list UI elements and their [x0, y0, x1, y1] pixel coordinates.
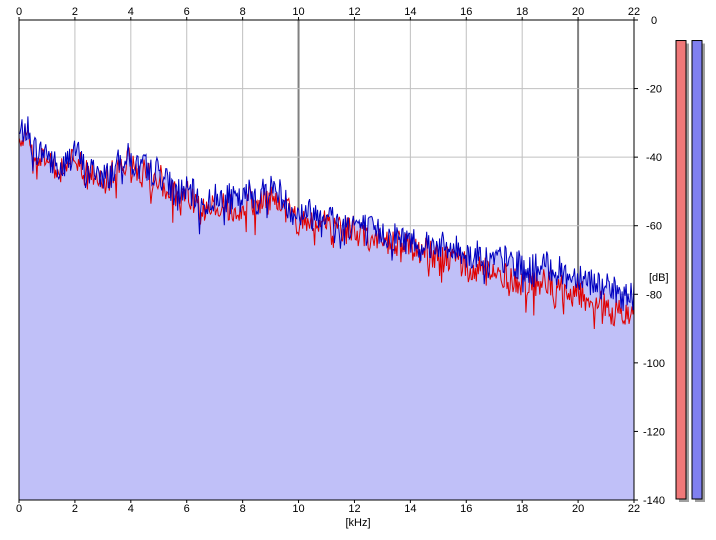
x-tick-label-bottom: 0	[16, 503, 22, 515]
y-tick-label: -40	[646, 152, 662, 164]
y-axis-label: [dB]	[649, 272, 669, 284]
y-tick-label: -60	[646, 221, 662, 233]
plot-frame	[18, 19, 635, 501]
x-tick-label-bottom: 12	[348, 503, 360, 515]
x-axis-label: [kHz]	[345, 517, 370, 529]
level-meter-bar	[675, 40, 687, 500]
x-tick-label-top: 0	[16, 6, 22, 18]
x-tick-label-top: 20	[572, 6, 584, 18]
y-tick-label: -20	[646, 84, 662, 96]
plot-border	[18, 19, 635, 501]
y-tick-label: -80	[646, 289, 662, 301]
y-tick-label: -100	[643, 358, 665, 370]
y-tick-label: -140	[643, 495, 665, 507]
x-tick-label-top: 2	[72, 6, 78, 18]
x-tick-label-bottom: 4	[128, 503, 134, 515]
x-tick-label-top: 6	[184, 6, 190, 18]
y-ticks-right: 0 -20 -40 -60 -80 -100 -120 -140	[634, 15, 665, 507]
level-meters	[675, 40, 705, 503]
x-tick-label-top: 22	[628, 6, 640, 18]
x-tick-label-bottom: 20	[572, 503, 584, 515]
x-tick-label-top: 14	[404, 6, 416, 18]
x-tick-label-bottom: 14	[404, 503, 416, 515]
x-ticks-top: 0 2 4 6 8 10 12 14 16 18 20 22	[16, 6, 640, 20]
spectrum-traces	[18, 116, 635, 501]
x-tick-label-top: 18	[516, 6, 528, 18]
x-tick-label-top: 12	[348, 6, 360, 18]
x-ticks-bottom: 0 2 4 6 8 10 12 14 16 18 20 22	[16, 500, 640, 515]
level-meter-bar	[691, 40, 703, 500]
x-tick-label-bottom: 8	[240, 503, 246, 515]
x-tick-label-bottom: 18	[516, 503, 528, 515]
spectrum-line-blue	[18, 116, 635, 312]
x-tick-label-top: 8	[240, 6, 246, 18]
x-tick-label-top: 4	[128, 6, 134, 18]
x-tick-label-bottom: 10	[292, 503, 304, 515]
x-tick-label-bottom: 6	[184, 503, 190, 515]
x-tick-label-top: 10	[292, 6, 304, 18]
x-tick-label-bottom: 16	[460, 503, 472, 515]
y-tick-label: -120	[643, 426, 665, 438]
x-tick-label-top: 16	[460, 6, 472, 18]
spectrum-line-red	[18, 124, 635, 330]
x-tick-label-bottom: 2	[72, 503, 78, 515]
x-tick-label-bottom: 22	[628, 503, 640, 515]
y-tick-label: 0	[651, 15, 657, 27]
